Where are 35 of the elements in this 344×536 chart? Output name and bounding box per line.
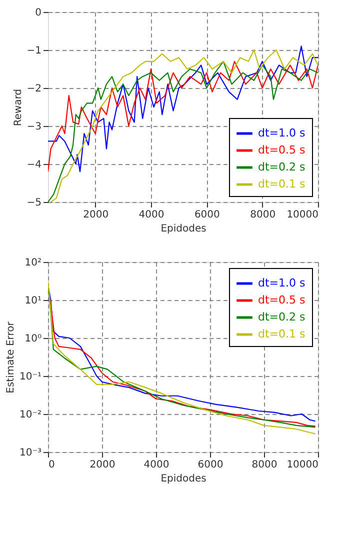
x-tick-label: 2000 — [90, 460, 116, 470]
x-tick-label: 4000 — [138, 210, 164, 220]
y-axis-title: Reward — [12, 88, 24, 126]
y-tick-label: 10⁻¹ — [19, 372, 42, 382]
y-tick-label: −5 — [26, 198, 42, 208]
legend-label: dt=0.5 s — [258, 144, 306, 156]
legend-label: dt=0.2 s — [258, 160, 306, 174]
y-tick-label: 10² — [24, 258, 42, 268]
y-tick-label: 10⁻³ — [19, 448, 42, 458]
x-tick-label: 8000 — [252, 460, 278, 470]
y-axis-title: Estimate Error — [5, 320, 16, 394]
y-tick-label: −2 — [26, 84, 42, 94]
x-tick-label: 10000 — [286, 460, 318, 470]
y-tick-label: −1 — [26, 46, 42, 56]
x-axis-title: Epidodes — [160, 224, 206, 234]
legend-label: dt=0.1 s — [258, 328, 306, 340]
x-axis-title: Epidodes — [160, 474, 206, 484]
legend-label: dt=0.5 s — [258, 294, 306, 306]
y-tick-label: 10¹ — [24, 296, 42, 306]
y-tick-label: 0 — [35, 8, 42, 18]
y-tick-label: 10⁰ — [24, 334, 42, 344]
x-tick-label: 8000 — [250, 210, 276, 220]
legend-label: dt=1.0 s — [258, 126, 306, 140]
legend-label: dt=0.1 s — [258, 178, 306, 190]
x-tick-label: 2000 — [83, 210, 109, 220]
y-tick-label: −3 — [26, 122, 42, 132]
x-tick-label: 10000 — [286, 210, 318, 220]
y-tick-label: −4 — [26, 160, 42, 170]
y-tick-label: 10⁻² — [19, 410, 42, 420]
x-tick-label: 6000 — [198, 460, 224, 470]
x-tick-label: 6000 — [194, 210, 220, 220]
legend-label: dt=0.2 s — [258, 310, 306, 324]
x-tick-label: 4000 — [144, 460, 170, 470]
x-tick-label: 0 — [48, 460, 55, 470]
text: dt=1.0 s — [258, 276, 306, 290]
